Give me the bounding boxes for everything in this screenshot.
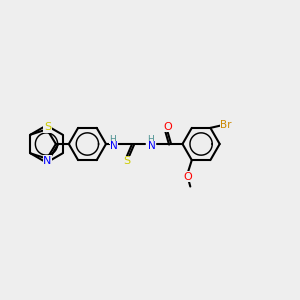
Text: S: S bbox=[123, 156, 130, 166]
Text: N: N bbox=[148, 141, 155, 151]
Text: N: N bbox=[43, 156, 52, 166]
Text: S: S bbox=[44, 122, 51, 132]
Text: Br: Br bbox=[220, 121, 232, 130]
Text: H: H bbox=[147, 135, 154, 144]
Text: H: H bbox=[109, 135, 116, 144]
Text: O: O bbox=[163, 122, 172, 132]
Text: O: O bbox=[184, 172, 193, 182]
Text: N: N bbox=[110, 141, 118, 152]
